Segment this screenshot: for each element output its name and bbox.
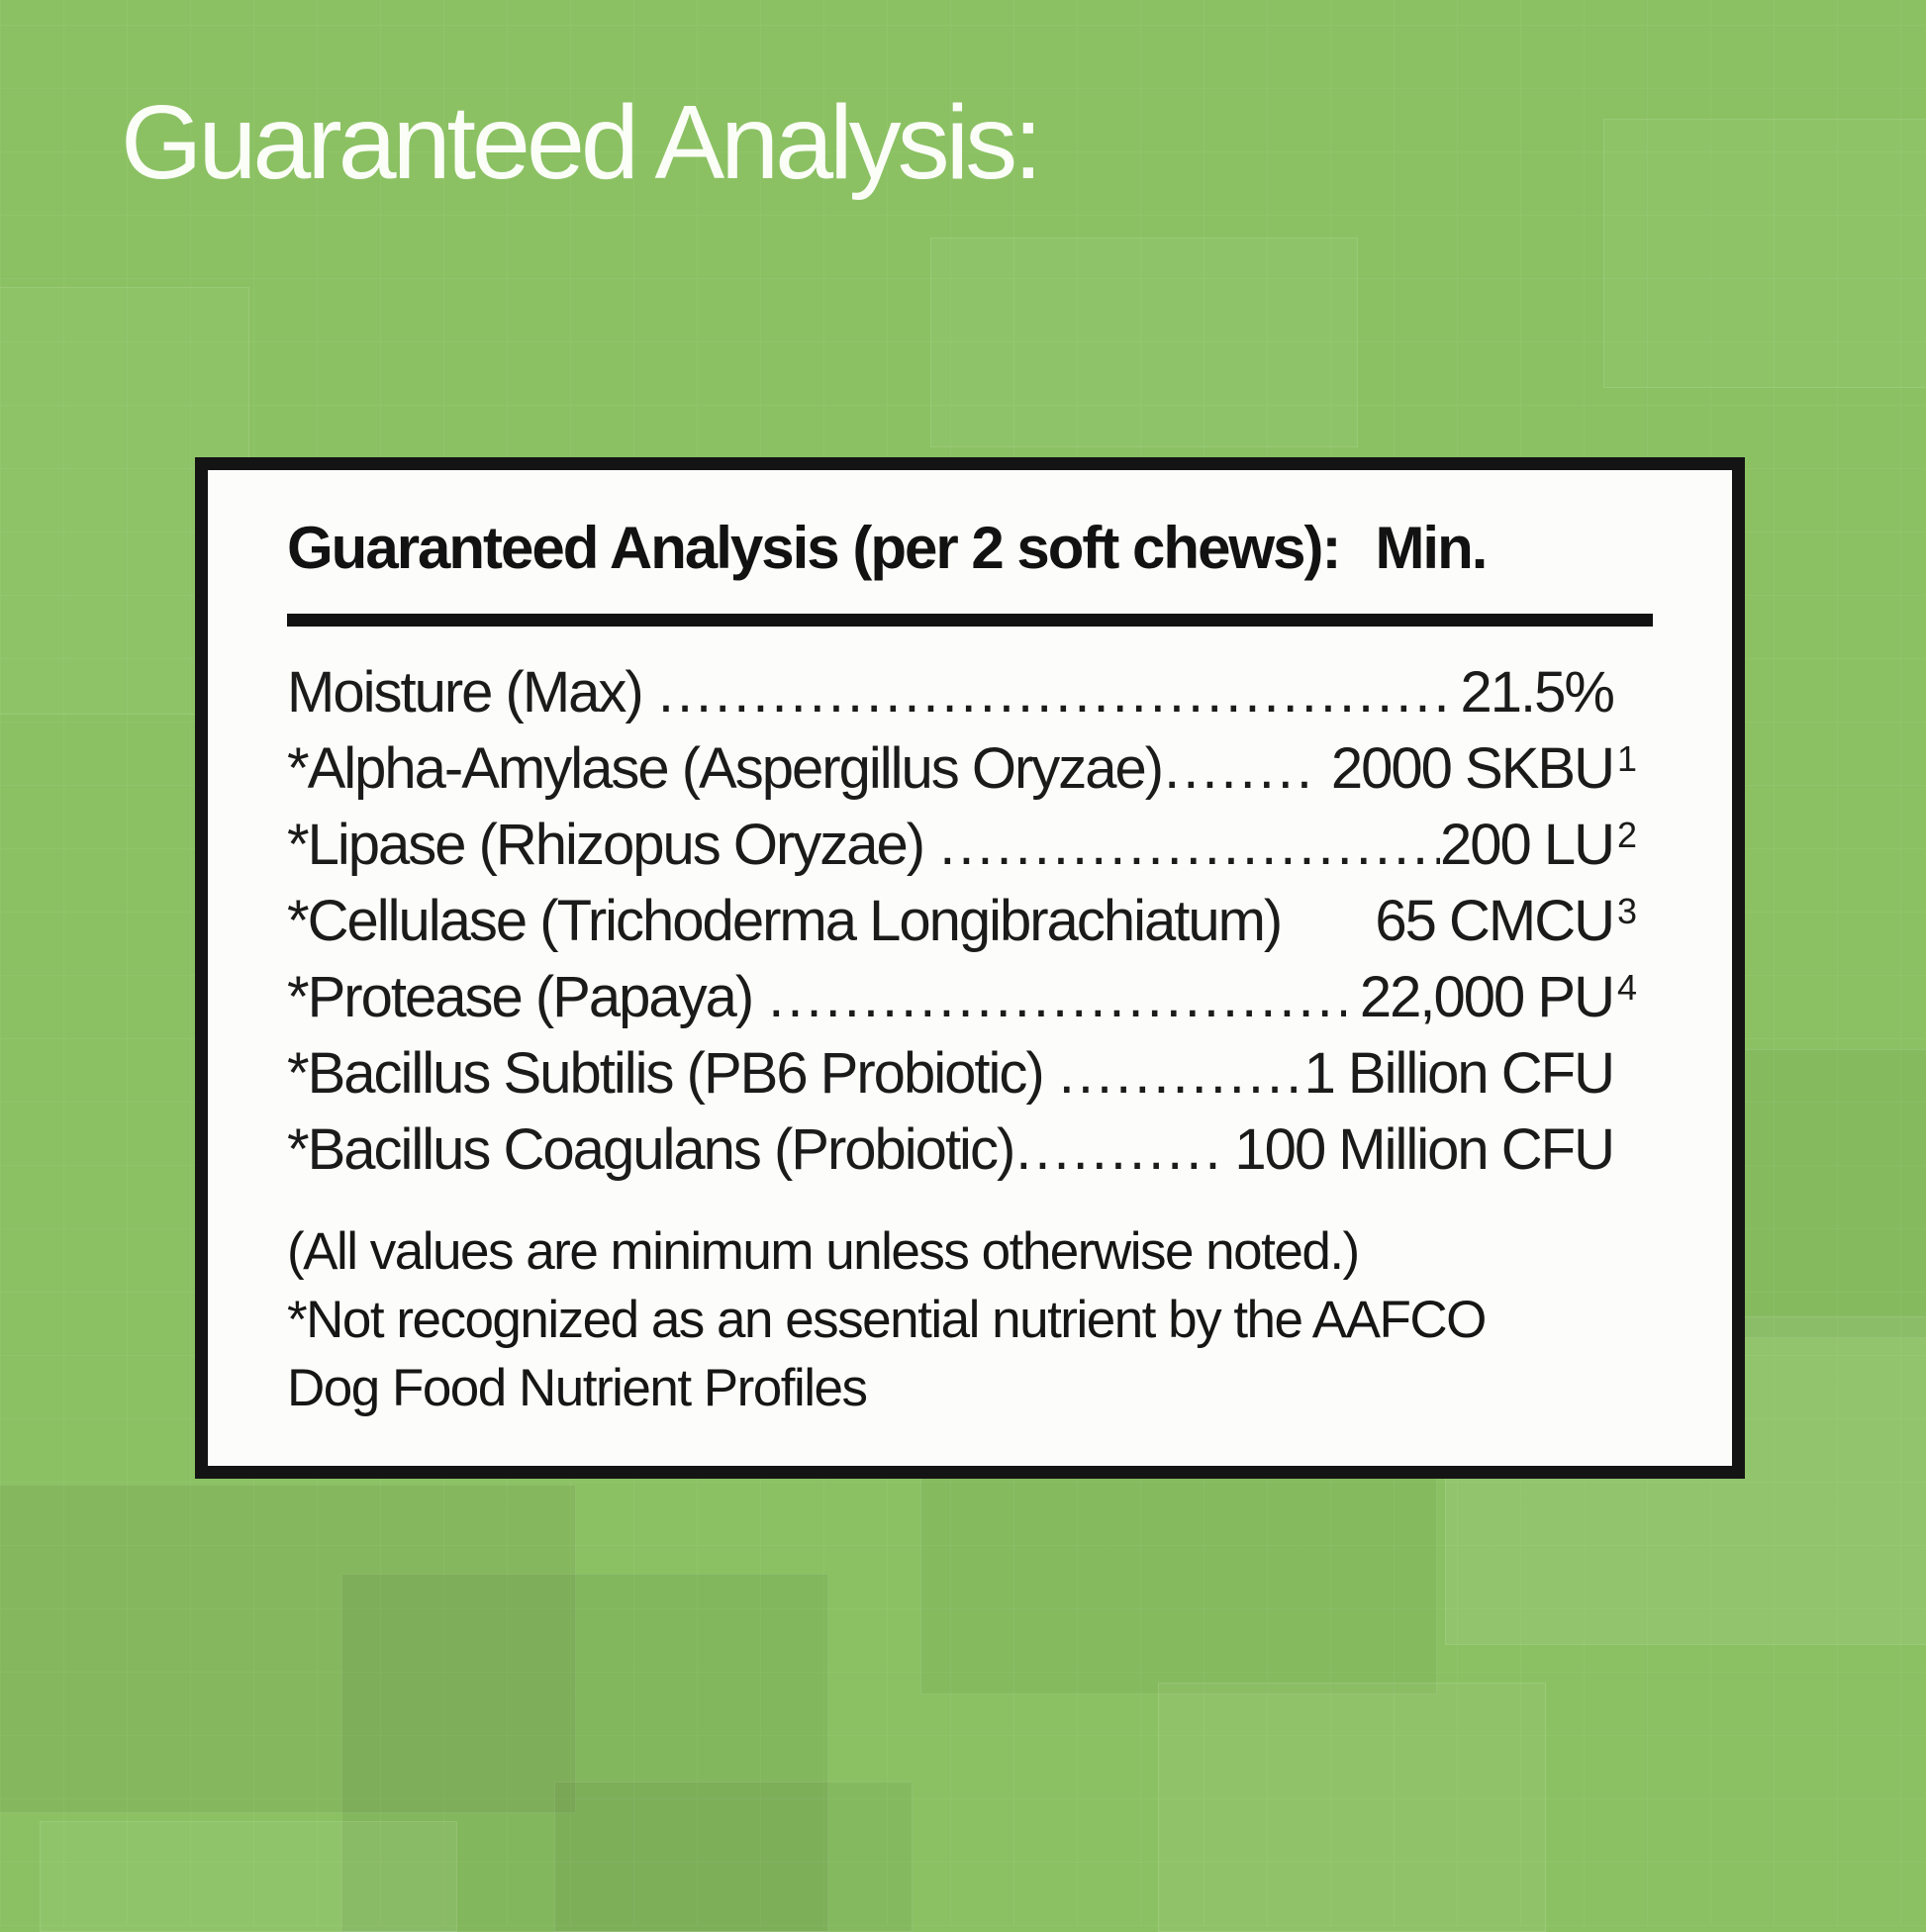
- dot-leader: ........................................…: [657, 660, 1447, 724]
- row-label: *Alpha-Amylase (Aspergillus Oryzae): [287, 736, 1164, 801]
- row-value: 2000 SKBU: [1316, 736, 1615, 801]
- footnote-line: (All values are minimum unless otherwise…: [287, 1222, 1360, 1281]
- analysis-row-protease: *Protease (Papaya) .....................…: [287, 959, 1653, 1035]
- footnotes: (All values are minimum unless otherwise…: [287, 1217, 1653, 1422]
- min-column-header: Min.: [1375, 515, 1488, 581]
- pattern-tile: [0, 1485, 576, 1813]
- analysis-rows: Moisture (Max) .........................…: [287, 654, 1653, 1188]
- row-superscript: 2: [1617, 815, 1637, 855]
- guaranteed-analysis-panel: Guaranteed Analysis (per 2 soft chews): …: [195, 457, 1745, 1479]
- row-label: *Protease (Papaya): [287, 965, 767, 1029]
- row-superscript: 3: [1617, 891, 1637, 931]
- row-value: 1 Billion CFU: [1303, 1041, 1615, 1106]
- pattern-tile: [40, 1821, 457, 1932]
- analysis-row-bacillus-coagulans: *Bacillus Coagulans (Probiotic).........…: [287, 1111, 1653, 1188]
- pattern-tile: [1603, 119, 1926, 388]
- dot-leader: ...........................: [1058, 1041, 1304, 1106]
- analysis-row-cellulase: *Cellulase (Trichoderma Longibrachiatum)…: [287, 883, 1653, 959]
- footnote-line: Dog Food Nutrient Profiles: [287, 1359, 868, 1417]
- row-label: Moisture (Max): [287, 660, 656, 724]
- row-label: *Lipase (Rhizopus Oryzae): [287, 813, 938, 877]
- pattern-tile: [1158, 1683, 1546, 1932]
- dot-leader: ........................................…: [768, 965, 1346, 1029]
- pattern-tile: [554, 1782, 913, 1932]
- dot-leader: .......................: [1015, 1117, 1221, 1182]
- panel-header: Guaranteed Analysis (per 2 soft chews): …: [287, 514, 1653, 582]
- row-value: 200 LU: [1439, 813, 1615, 877]
- footnote-line: *Not recognized as an essential nutrient…: [287, 1291, 1487, 1349]
- analysis-row-bacillus-subtilis: *Bacillus Subtilis (PB6 Probiotic) .....…: [287, 1035, 1653, 1111]
- row-label: *Bacillus Coagulans (Probiotic): [287, 1117, 1015, 1182]
- row-superscript: 1: [1617, 738, 1637, 779]
- row-label: *Cellulase (Trichoderma Longibrachiatum): [287, 889, 1283, 953]
- row-value: 22,000 PU: [1345, 965, 1615, 1029]
- analysis-row-moisture: Moisture (Max) .........................…: [287, 654, 1653, 730]
- analysis-row-lipase: *Lipase (Rhizopus Oryzae) ..............…: [287, 807, 1653, 883]
- header-rule: [287, 614, 1653, 627]
- panel-header-label: Guaranteed Analysis (per 2 soft chews):: [287, 515, 1341, 581]
- page-title: Guaranteed Analysis:: [121, 84, 1043, 201]
- dot-leader: ................: [1164, 736, 1317, 801]
- row-value: 21.5%: [1446, 660, 1615, 724]
- pattern-tile: [341, 1574, 828, 1932]
- row-value: 65 CMCU: [1361, 889, 1615, 953]
- pattern-tile: [930, 238, 1358, 447]
- analysis-row-alpha-amylase: *Alpha-Amylase (Aspergillus Oryzae).....…: [287, 730, 1653, 807]
- row-superscript: 4: [1617, 967, 1637, 1008]
- dot-leader: ........................................…: [939, 813, 1440, 877]
- row-label: *Bacillus Subtilis (PB6 Probiotic): [287, 1041, 1057, 1106]
- row-value: 100 Million CFU: [1220, 1117, 1615, 1182]
